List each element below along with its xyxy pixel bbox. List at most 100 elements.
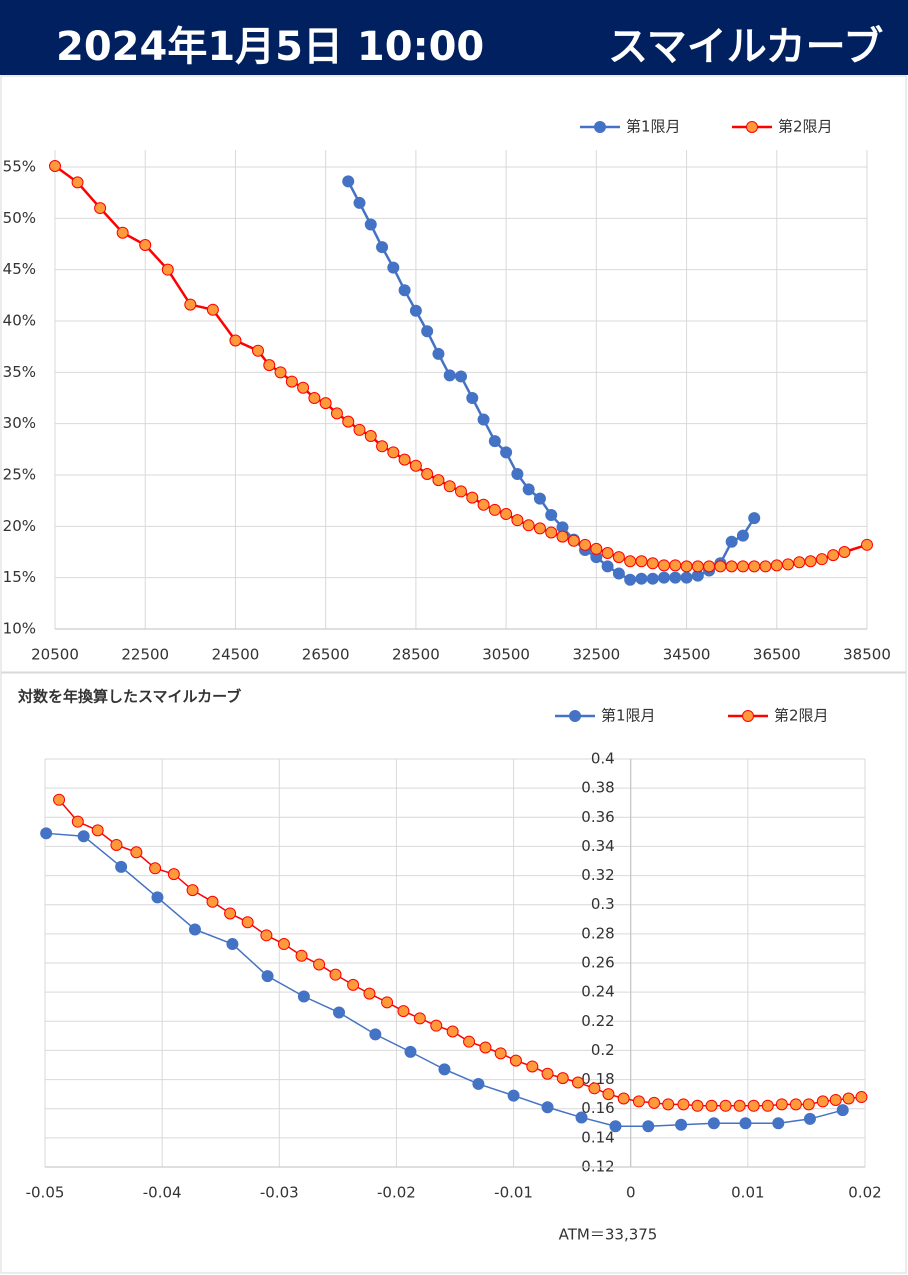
data-point <box>369 1028 382 1041</box>
data-point <box>149 862 162 875</box>
data-point <box>677 1098 690 1111</box>
y-tick-label: 0.38 <box>581 779 614 797</box>
x-tick-label: 34500 <box>663 646 711 664</box>
y-tick-label: 0.28 <box>581 924 614 942</box>
data-point <box>364 429 377 442</box>
data-point <box>658 571 670 584</box>
data-point <box>533 522 546 535</box>
x-tick-label: 36500 <box>753 646 801 664</box>
y-tick-label: 0.16 <box>581 1099 614 1117</box>
data-point <box>443 369 456 382</box>
data-point <box>409 304 422 317</box>
data-point <box>376 241 389 254</box>
series-line <box>54 164 868 568</box>
data-point <box>612 551 625 564</box>
data-point <box>409 459 422 472</box>
x-tick-label: 24500 <box>212 646 260 664</box>
data-point <box>803 1112 816 1125</box>
data-point <box>590 542 603 555</box>
data-point <box>829 1093 842 1106</box>
y-tick-label: 10% <box>3 620 36 638</box>
y-tick-label: 50% <box>3 209 36 227</box>
legend-label: 第1限月 <box>626 118 681 136</box>
data-point <box>446 1025 459 1038</box>
data-point <box>556 1072 569 1085</box>
data-point <box>541 1101 554 1114</box>
data-point <box>342 415 355 428</box>
data-point <box>477 498 490 511</box>
data-point <box>842 1092 855 1105</box>
data-point <box>733 1099 746 1112</box>
y-tick-label: 30% <box>3 414 36 432</box>
data-point <box>77 830 90 843</box>
data-point <box>714 560 727 573</box>
data-point <box>827 549 840 562</box>
y-tick-label: 0.3 <box>591 895 615 913</box>
data-point <box>376 440 389 453</box>
data-point <box>363 987 376 1000</box>
data-point <box>297 381 310 394</box>
data-point <box>421 467 434 480</box>
data-point <box>295 949 308 962</box>
legend-marker <box>746 121 758 133</box>
data-point <box>545 509 558 522</box>
data-point <box>707 1117 720 1130</box>
legend-marker <box>569 710 581 722</box>
x-tick-label: 26500 <box>302 646 350 664</box>
data-point <box>466 491 479 504</box>
data-point <box>488 435 501 448</box>
data-point <box>601 547 614 560</box>
series-line <box>46 832 843 1127</box>
data-point <box>130 846 143 859</box>
data-point <box>705 1099 718 1112</box>
data-point <box>545 526 558 539</box>
data-point <box>455 370 467 383</box>
data-point <box>398 284 411 297</box>
annotation: ATM＝33,375 <box>559 1226 658 1244</box>
data-point <box>522 483 535 496</box>
data-point <box>421 325 434 338</box>
data-point <box>353 423 366 436</box>
data-point <box>53 793 66 806</box>
x-tick-label: 38500 <box>843 646 891 664</box>
data-point <box>413 1012 426 1025</box>
data-point <box>252 344 264 357</box>
data-point <box>646 572 659 585</box>
chart-frame <box>0 75 907 673</box>
data-point <box>793 556 806 569</box>
data-point <box>601 560 614 573</box>
data-point <box>319 397 332 410</box>
data-point <box>488 503 501 516</box>
data-point <box>635 555 648 568</box>
data-point <box>297 990 310 1003</box>
data-point <box>775 1098 788 1111</box>
data-point <box>477 413 490 426</box>
data-point <box>71 176 84 189</box>
data-point <box>116 226 129 239</box>
data-point <box>387 446 400 459</box>
legend-label: 第1限月 <box>601 707 656 725</box>
data-point <box>719 1099 732 1112</box>
data-point <box>635 572 648 585</box>
data-point <box>669 559 682 572</box>
y-tick-label: 0.32 <box>581 866 614 884</box>
data-point <box>662 1098 675 1111</box>
y-tick-label: 0.22 <box>581 1012 614 1030</box>
data-point <box>782 558 795 571</box>
data-point <box>770 559 783 572</box>
data-point <box>229 334 242 347</box>
data-point <box>404 1045 417 1058</box>
data-point <box>802 1098 815 1111</box>
data-point <box>761 1099 774 1112</box>
data-point <box>507 1089 520 1102</box>
data-point <box>669 571 682 584</box>
y-tick-label: 0.14 <box>581 1128 614 1146</box>
data-point <box>381 996 394 1009</box>
data-point <box>398 453 411 466</box>
data-point <box>226 938 239 951</box>
data-point <box>526 1060 539 1073</box>
x-tick-label: 32500 <box>572 646 620 664</box>
y-tick-label: 15% <box>3 568 36 586</box>
y-tick-label: 25% <box>3 466 36 484</box>
